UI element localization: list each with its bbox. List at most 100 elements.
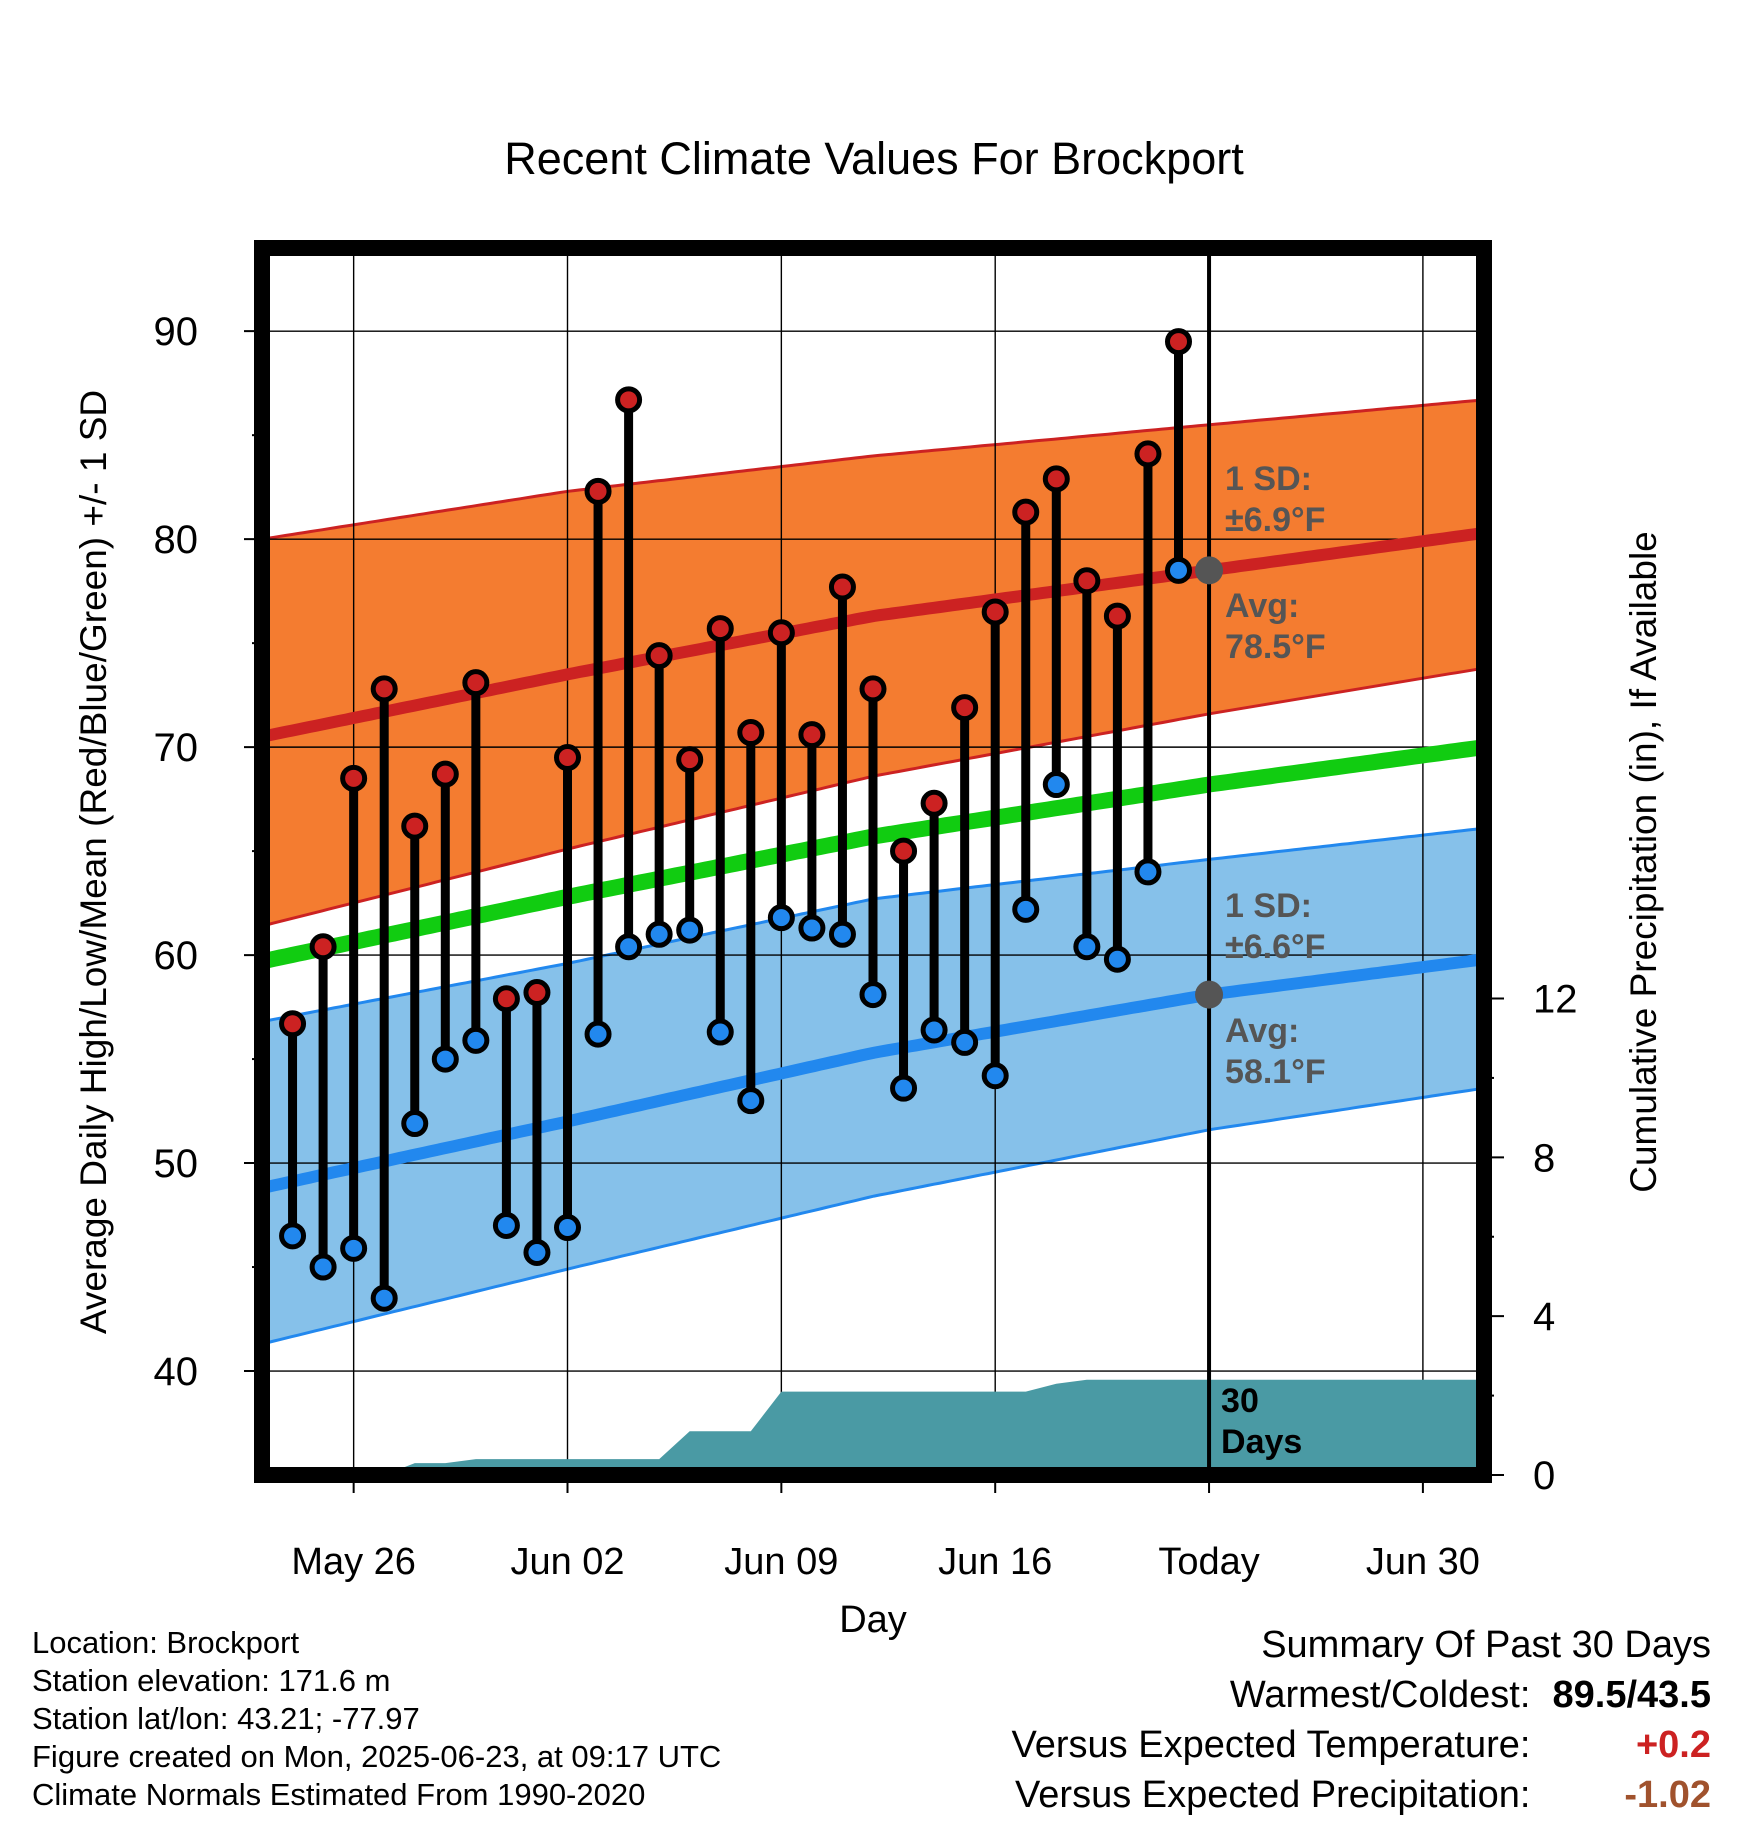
high-point — [554, 744, 581, 772]
low-point — [1134, 858, 1162, 886]
high-point — [767, 619, 795, 647]
high-point — [401, 812, 429, 840]
normal-high-line — [262, 527, 1481, 743]
period-label-days: Days — [1221, 1423, 1302, 1461]
high-point — [279, 1010, 307, 1038]
low-point — [584, 1020, 612, 1048]
low-point — [1073, 933, 1101, 961]
temp-anomaly-label: Versus Expected Temperature: — [1011, 1724, 1531, 1766]
x-tick-label-may-26: May 26 — [291, 1541, 416, 1583]
y2-axis-label: Cumulative Precipitation (in), If Availa… — [1623, 531, 1664, 1193]
summary-panel: Summary Of Past 30 Days Warmest/Coldest:… — [1012, 1620, 1711, 1820]
x-axis-label: Day — [839, 1599, 907, 1641]
temp-anomaly-value: +0.2 — [1635, 1724, 1711, 1766]
high-point — [370, 675, 398, 703]
low-point — [279, 1222, 307, 1250]
y2-tick-label-12: 12 — [1533, 977, 1578, 1021]
today-normal-low-marker — [1195, 980, 1224, 1009]
low-point — [492, 1211, 520, 1239]
high-point — [462, 669, 490, 697]
low-point — [340, 1234, 368, 1262]
high-sd-value: ±6.9°F — [1225, 501, 1325, 539]
low-point — [890, 1074, 918, 1102]
low-point — [523, 1238, 551, 1266]
y-tick-label-70: 70 — [154, 726, 199, 770]
y-tick-label-50: 50 — [154, 1142, 199, 1186]
high-point — [951, 694, 979, 722]
high-point — [920, 789, 948, 817]
high-point — [1073, 567, 1101, 595]
y2-tick-label-4: 4 — [1533, 1295, 1555, 1339]
station-info: Location: Brockport Station elevation: 1… — [32, 1624, 721, 1814]
high-point — [1103, 602, 1131, 630]
low-point — [859, 981, 887, 1009]
high-point — [706, 615, 734, 643]
high-point — [798, 721, 826, 749]
summary-precip-row: Versus Expected Precipitation: -1.02 — [1012, 1770, 1711, 1820]
low-point — [401, 1110, 429, 1138]
precip-anomaly-label: Versus Expected Precipitation: — [1015, 1774, 1531, 1816]
created-text: Figure created on Mon, 2025-06-23, at 09… — [32, 1739, 722, 1774]
high-band-upper-edge — [262, 398, 1481, 541]
location-text: Location: Brockport — [32, 1625, 300, 1660]
low-point — [798, 914, 826, 942]
x-tick-label-jun-02: Jun 02 — [510, 1541, 624, 1583]
high-point — [890, 837, 918, 865]
high-avg-label: Avg: — [1225, 587, 1299, 625]
low-point — [615, 933, 643, 961]
low-point — [737, 1087, 765, 1115]
low-point — [828, 920, 856, 948]
elevation-text: Station elevation: 171.6 m — [32, 1663, 391, 1698]
y-axis-label: Average Daily High/Low/Mean (Red/Blue/Gr… — [73, 390, 114, 1334]
low-point — [462, 1026, 490, 1054]
high-point — [676, 746, 704, 774]
low-point — [951, 1028, 979, 1056]
y-tick-label-60: 60 — [154, 934, 199, 978]
y-tick-label-40: 40 — [154, 1350, 199, 1394]
x-tick-label-today: Today — [1158, 1541, 1259, 1583]
low-point — [1165, 556, 1192, 584]
y-tick-label-90: 90 — [154, 310, 199, 354]
high-point — [1012, 498, 1040, 526]
x-tick-label-jun-30: Jun 30 — [1366, 1541, 1480, 1583]
high-point — [828, 573, 856, 601]
x-tick-label-jun-09: Jun 09 — [724, 1541, 838, 1583]
low-point — [920, 1016, 948, 1044]
normals-text: Climate Normals Estimated From 1990-2020 — [32, 1777, 646, 1812]
x-tick-label-jun-16: Jun 16 — [938, 1541, 1052, 1583]
high-point — [1042, 465, 1070, 493]
low-point — [554, 1214, 581, 1242]
high-sd-label: 1 SD: — [1225, 460, 1312, 498]
period-label-number: 30 — [1221, 1382, 1259, 1420]
axes: 40 50 60 70 80 90 0 4 8 12 May 26 Jun 02 Jun 09 Jun 1… — [154, 310, 1578, 1583]
low-point — [676, 916, 704, 944]
warmest-value: 89.5/43.5 — [1552, 1674, 1711, 1716]
high-point — [737, 719, 765, 747]
high-point — [492, 985, 520, 1013]
latlon-text: Station lat/lon: 43.21; -77.97 — [32, 1701, 420, 1736]
y2-tick-label-0: 0 — [1533, 1454, 1555, 1498]
warmest-label: Warmest/Coldest: — [1229, 1674, 1531, 1716]
high-point — [523, 979, 551, 1007]
high-point — [645, 642, 673, 670]
low-point — [767, 904, 795, 932]
high-point — [584, 477, 612, 505]
y-tick-label-80: 80 — [154, 518, 199, 562]
high-point — [1134, 440, 1162, 468]
low-point — [309, 1253, 337, 1281]
low-sd-value: ±6.6°F — [1225, 928, 1325, 966]
summary-temp-row: Versus Expected Temperature: +0.2 — [1012, 1720, 1711, 1770]
high-avg-value: 78.5°F — [1225, 628, 1326, 666]
high-point — [1165, 328, 1192, 356]
high-point — [615, 386, 643, 414]
low-avg-label: Avg: — [1225, 1012, 1299, 1050]
high-point — [981, 598, 1009, 626]
precip-area — [262, 1379, 1484, 1475]
low-point — [1012, 895, 1040, 923]
chart-title: Recent Climate Values For Brockport — [504, 133, 1244, 184]
low-point — [1042, 771, 1070, 799]
summary-warmest-row: Warmest/Coldest: 89.5/43.5 — [1012, 1670, 1711, 1720]
normal-low-line — [262, 953, 1481, 1194]
